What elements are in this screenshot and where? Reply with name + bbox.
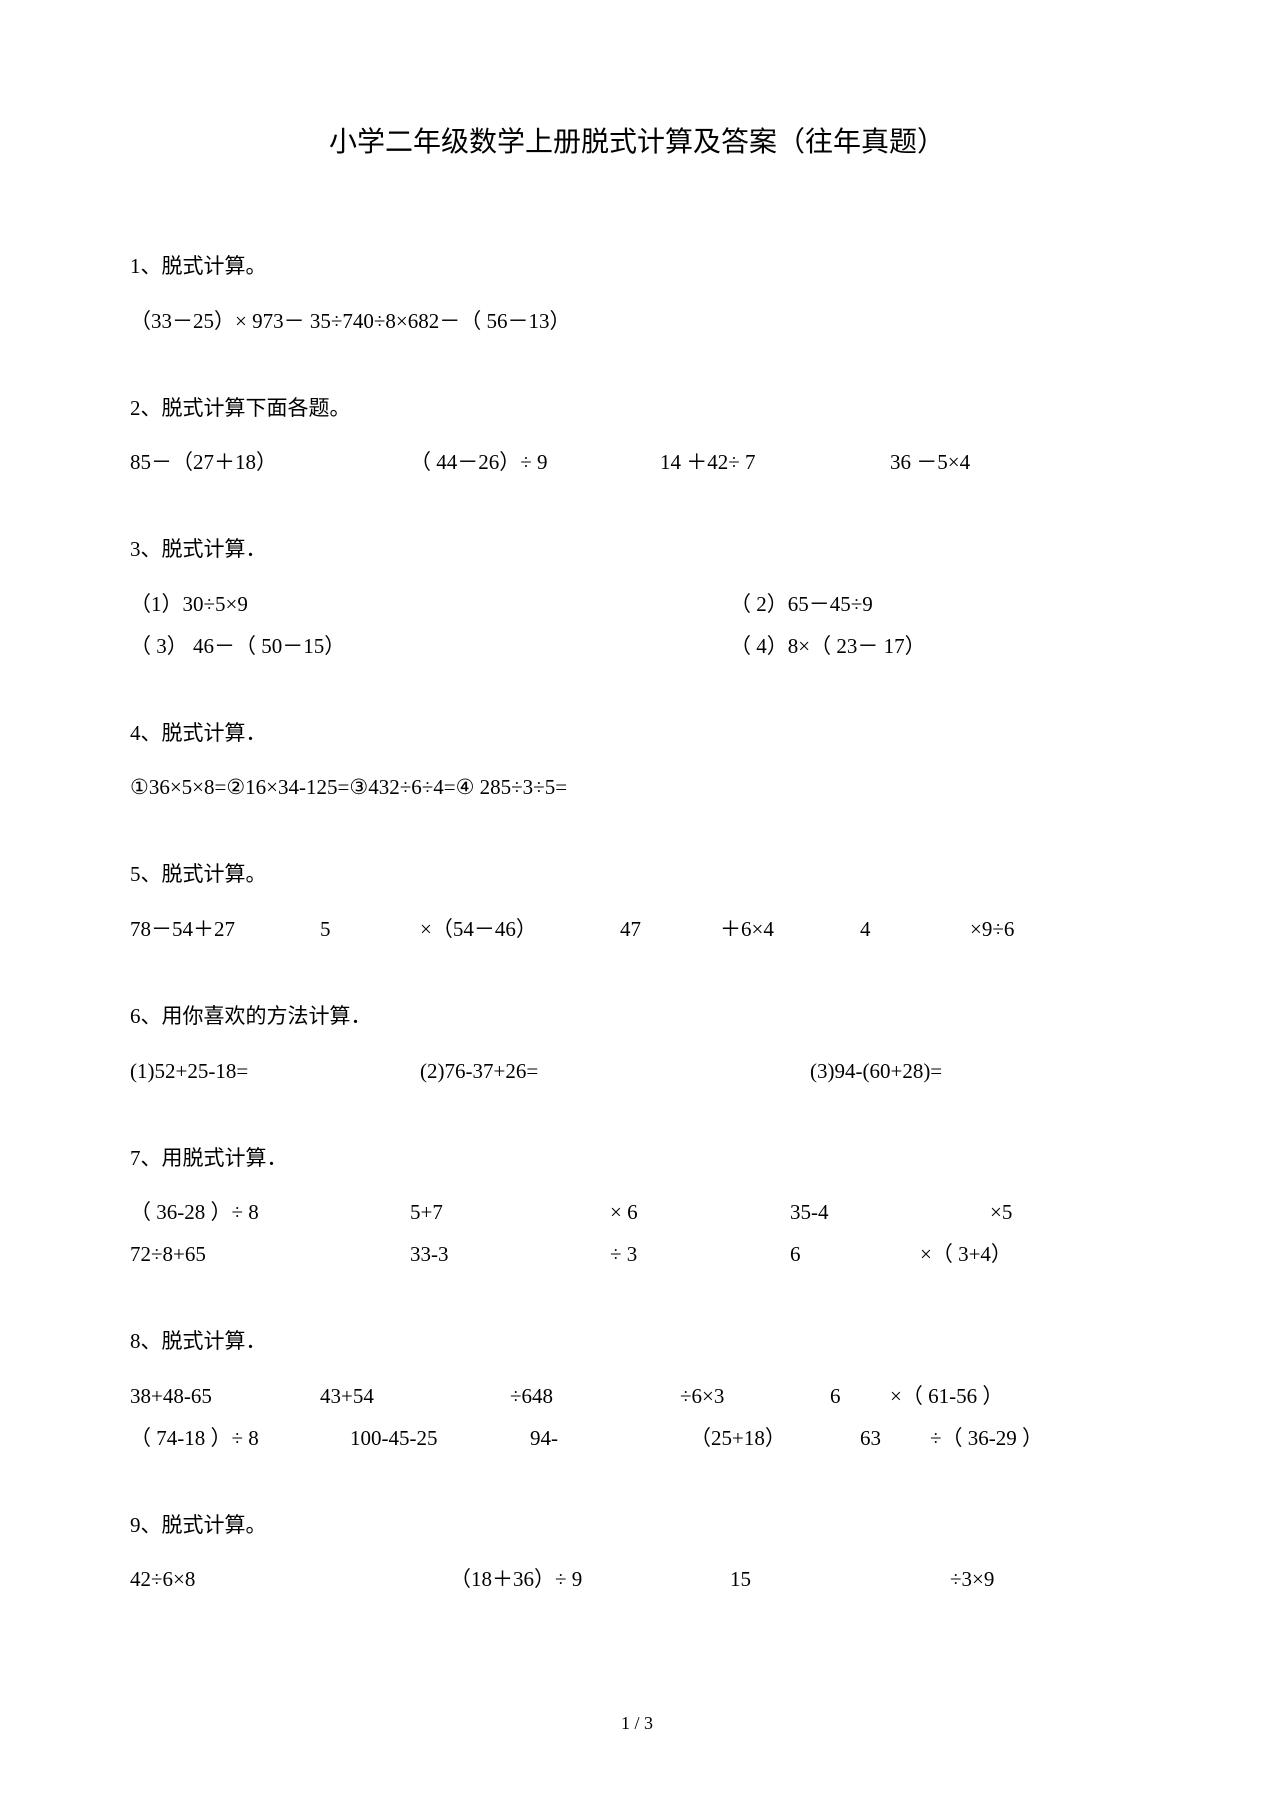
problem-9: 9、脱式计算。 42÷6×8 （18＋36）÷ 9 15 ÷3×9 [130,1509,1144,1601]
problem-9-row: 42÷6×8 （18＋36）÷ 9 15 ÷3×9 [130,1558,1144,1600]
problem-9-header: 9、脱式计算。 [130,1509,1144,1543]
p7-r1c4: 35-4 [790,1191,990,1233]
p8-r2c3: 94- [530,1417,690,1459]
problem-7: 7、用脱式计算． （ 36-28 ）÷ 8 5+7 × 6 35-4 ×5 72… [130,1142,1144,1276]
p5-c2: 5 [320,908,420,950]
p7-r2c4: 6 [790,1233,920,1275]
problem-8: 8、脱式计算． 38+48-65 43+54 ÷648 ÷6×3 6 ×（ 61… [130,1325,1144,1459]
problem-8-row2: （ 74-18 ）÷ 8 100-45-25 94- （25+18） 63 ÷（… [130,1417,1144,1459]
p8-r2c1: （ 74-18 ）÷ 8 [130,1417,350,1459]
p7-r2c5: ×（ 3+4） [920,1233,1012,1275]
p8-r2c4: （25+18） [690,1417,860,1459]
problem-5: 5、脱式计算。 78－54＋27 5 ×（54－46） 47 ＋6×4 4 ×9… [130,858,1144,950]
problem-1-header: 1、脱式计算。 [130,250,1144,284]
p8-r2c2: 100-45-25 [350,1417,530,1459]
p6-c1: (1)52+25-18= [130,1050,420,1092]
p7-r1c1: （ 36-28 ）÷ 8 [130,1191,410,1233]
p7-r1c3: × 6 [610,1191,790,1233]
p5-c1: 78－54＋27 [130,908,320,950]
problem-2-row: 85－（27＋18） （ 44－26）÷ 9 14 ＋42÷ 7 36 －5×4 [130,441,1144,483]
problem-7-header: 7、用脱式计算． [130,1142,1144,1176]
p2-col3: 14 ＋42÷ 7 [660,441,890,483]
p9-c1: 42÷6×8 [130,1558,450,1600]
problem-8-header: 8、脱式计算． [130,1325,1144,1359]
problem-3-header: 3、脱式计算． [130,533,1144,567]
p8-r1c1: 38+48-65 [130,1375,320,1417]
page-title: 小学二年级数学上册脱式计算及答案（往年真题） [130,120,1144,160]
p5-c5: ＋6×4 [720,908,860,950]
problem-6-header: 6、用你喜欢的方法计算． [130,1000,1144,1034]
p8-r1c4: ÷6×3 [680,1375,830,1417]
problem-1: 1、脱式计算。 （33－25）× 973－ 35÷740÷8×682－（ 56－… [130,250,1144,342]
p3-r2c2: （ 4）8×（ 23－ 17） [730,625,926,667]
p3-r2c1: （ 3） 46－（ 50－15） [130,625,730,667]
problem-3: 3、脱式计算． （1）30÷5×9 （ 2）65－45÷9 （ 3） 46－（ … [130,533,1144,667]
p7-r2c2: 33-3 [410,1233,610,1275]
page-number: 1 / 3 [0,1713,1274,1734]
problem-3-row2: （ 3） 46－（ 50－15） （ 4）8×（ 23－ 17） [130,625,1144,667]
p7-r2c3: ÷ 3 [610,1233,790,1275]
problem-4-header: 4、脱式计算． [130,717,1144,751]
p8-r2c5: 63 [860,1417,930,1459]
p8-r1c5: 6 [830,1375,890,1417]
p8-r1c2: 43+54 [320,1375,510,1417]
p6-c3: (3)94-(60+28)= [810,1050,942,1092]
p2-col4: 36 －5×4 [890,441,970,483]
p8-r1c6: ×（ 61-56 ） [890,1375,1003,1417]
p8-r2c6: ÷（ 36-29 ） [930,1417,1043,1459]
problem-8-row1: 38+48-65 43+54 ÷648 ÷6×3 6 ×（ 61-56 ） [130,1375,1144,1417]
p2-col2: （ 44－26）÷ 9 [410,441,660,483]
problem-5-row: 78－54＋27 5 ×（54－46） 47 ＋6×4 4 ×9÷6 [130,908,1144,950]
p5-c4: 47 [620,908,720,950]
problem-4: 4、脱式计算． ①36×5×8=②16×34-125=③432÷6÷4=④ 28… [130,717,1144,809]
problem-4-line: ①36×5×8=②16×34-125=③432÷6÷4=④ 285÷3÷5= [130,766,1144,808]
problem-3-row1: （1）30÷5×9 （ 2）65－45÷9 [130,583,1144,625]
p9-c2: （18＋36）÷ 9 [450,1558,730,1600]
problem-6: 6、用你喜欢的方法计算． (1)52+25-18= (2)76-37+26= (… [130,1000,1144,1092]
p5-c6: 4 [860,908,970,950]
p7-r1c5: ×5 [990,1191,1012,1233]
problem-7-row2: 72÷8+65 33-3 ÷ 3 6 ×（ 3+4） [130,1233,1144,1275]
p7-r1c2: 5+7 [410,1191,610,1233]
p2-col1: 85－（27＋18） [130,441,410,483]
problem-5-header: 5、脱式计算。 [130,858,1144,892]
p5-c7: ×9÷6 [970,908,1014,950]
p9-c4: ÷3×9 [950,1558,994,1600]
p5-c3: ×（54－46） [420,908,620,950]
p6-c2: (2)76-37+26= [420,1050,810,1092]
p7-r2c1: 72÷8+65 [130,1233,410,1275]
p3-r1c1: （1）30÷5×9 [130,583,730,625]
problem-7-row1: （ 36-28 ）÷ 8 5+7 × 6 35-4 ×5 [130,1191,1144,1233]
problem-2-header: 2、脱式计算下面各题。 [130,392,1144,426]
problem-2: 2、脱式计算下面各题。 85－（27＋18） （ 44－26）÷ 9 14 ＋4… [130,392,1144,484]
p3-r1c2: （ 2）65－45÷9 [730,583,873,625]
p9-c3: 15 [730,1558,950,1600]
p8-r1c3: ÷648 [510,1375,680,1417]
problem-6-row: (1)52+25-18= (2)76-37+26= (3)94-(60+28)= [130,1050,1144,1092]
problem-1-line: （33－25）× 973－ 35÷740÷8×682－（ 56－13） [130,300,1144,342]
